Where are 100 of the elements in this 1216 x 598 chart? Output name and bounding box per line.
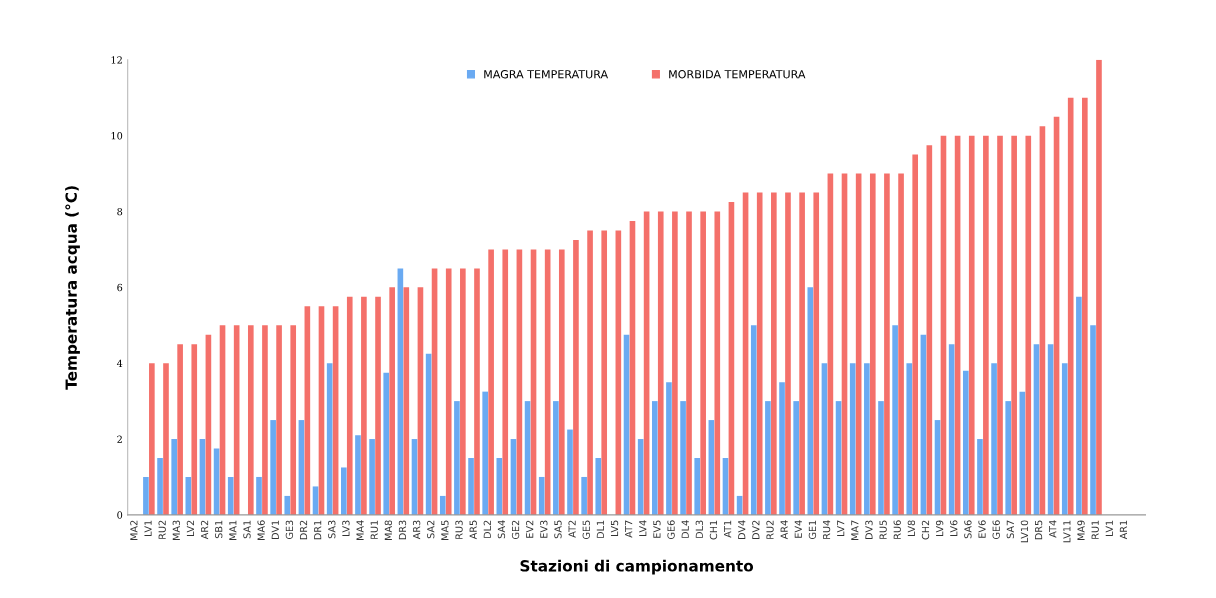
x-tick-label: SA5 (554, 520, 562, 539)
bar (1061, 363, 1068, 515)
bar (700, 211, 706, 515)
bar (864, 363, 870, 515)
x-tick-label: LV8 (907, 520, 916, 536)
x-tick-label: AR3 (412, 520, 421, 540)
bar (991, 363, 997, 515)
bar (869, 173, 876, 515)
bar (977, 439, 983, 515)
bar (680, 401, 686, 515)
y-tick-label: 2 (117, 435, 122, 443)
bar (813, 192, 820, 515)
x-tick-label: SA1 (243, 520, 251, 539)
x-tick-label: DR5 (1035, 520, 1043, 540)
x-tick-label: AR2 (200, 520, 209, 540)
x-tick-label: LV10 (1020, 520, 1029, 543)
x-tick-label: MA7 (851, 520, 859, 541)
bar (177, 344, 183, 515)
bar (779, 382, 785, 515)
x-tick-label: RU3 (455, 520, 463, 539)
x-tick-label: LV1 (1105, 520, 1113, 536)
bar (341, 467, 347, 515)
x-tick-label: GE5 (582, 520, 590, 540)
bar (849, 363, 856, 515)
x-tick-label: SA3 (328, 520, 336, 539)
x-tick-label: AR4 (780, 520, 788, 540)
x-tick-label: DL1 (596, 520, 604, 538)
bar (403, 287, 410, 515)
x-tick-label: GE2 (511, 520, 520, 540)
bar (474, 268, 480, 515)
x-tick-label: AT1 (724, 520, 732, 538)
bar (892, 325, 898, 515)
x-tick-label: DR1 (314, 520, 322, 540)
bar (793, 401, 799, 515)
bar (284, 495, 291, 515)
bar (799, 192, 805, 515)
bar (488, 249, 494, 515)
bar (785, 192, 791, 515)
x-tick-label: CH2 (921, 520, 930, 540)
bar (878, 401, 884, 515)
bar (651, 401, 658, 515)
bar (567, 429, 573, 515)
x-tick-label: LV5 (610, 520, 619, 536)
bar (983, 135, 989, 515)
bar (361, 296, 367, 515)
x-tick-label: SA2 (427, 520, 435, 539)
y-tick-label: 6 (117, 283, 123, 292)
x-tick-label: SA4 (497, 520, 506, 539)
bar (1082, 97, 1088, 515)
bar (445, 268, 452, 515)
x-tick-label: AR1 (1119, 520, 1127, 540)
bar (666, 382, 672, 515)
bar (756, 192, 763, 515)
bar (1011, 135, 1017, 515)
y-tick-label: 10 (111, 132, 123, 140)
legend-label: MORBIDA TEMPERATURA (669, 70, 806, 79)
x-tick-label: MA4 (356, 520, 364, 541)
x-tick-label: DL3 (695, 520, 704, 538)
bar (595, 457, 602, 515)
bar (346, 296, 353, 515)
x-tick-label: MA3 (172, 520, 180, 541)
bar (1025, 135, 1032, 515)
x-tick-label: RU4 (823, 520, 831, 539)
bar (171, 439, 178, 515)
x-tick-label: RU2 (158, 520, 166, 539)
bar (714, 211, 721, 515)
bar (906, 363, 913, 515)
bar (375, 296, 381, 515)
x-tick-label: EV5 (653, 520, 661, 538)
x-tick-label: CH1 (709, 520, 718, 540)
bar (355, 435, 361, 515)
bar (750, 325, 757, 515)
bar (962, 370, 969, 515)
bar (997, 135, 1003, 515)
x-tick-label: EV2 (526, 520, 534, 538)
x-tick-label: SB1 (215, 520, 223, 539)
bar (143, 476, 149, 515)
x-tick-label: DV2 (752, 520, 760, 539)
x-tick-label: SA7 (1006, 520, 1014, 539)
x-tick-label: LV2 (186, 520, 194, 536)
x-tick-label: AT4 (1049, 520, 1057, 538)
bar (553, 401, 559, 515)
bar (587, 230, 593, 515)
bar (898, 173, 904, 515)
x-tick-label: DV4 (738, 520, 746, 539)
x-tick-label: LV7 (837, 520, 845, 536)
y-tick-label: 0 (117, 511, 123, 519)
bar (1090, 325, 1096, 515)
bar (262, 325, 268, 515)
bar (1005, 401, 1012, 515)
bar (247, 325, 254, 515)
bar (163, 363, 169, 515)
bar (383, 372, 390, 515)
bar (1076, 296, 1082, 515)
bar (765, 401, 771, 515)
x-tick-label: DR3 (398, 520, 407, 540)
x-tick-label: LV6 (950, 520, 958, 536)
x-tick-label: DV3 (865, 520, 873, 539)
bar (482, 391, 488, 515)
x-tick-label: DR2 (299, 520, 308, 540)
